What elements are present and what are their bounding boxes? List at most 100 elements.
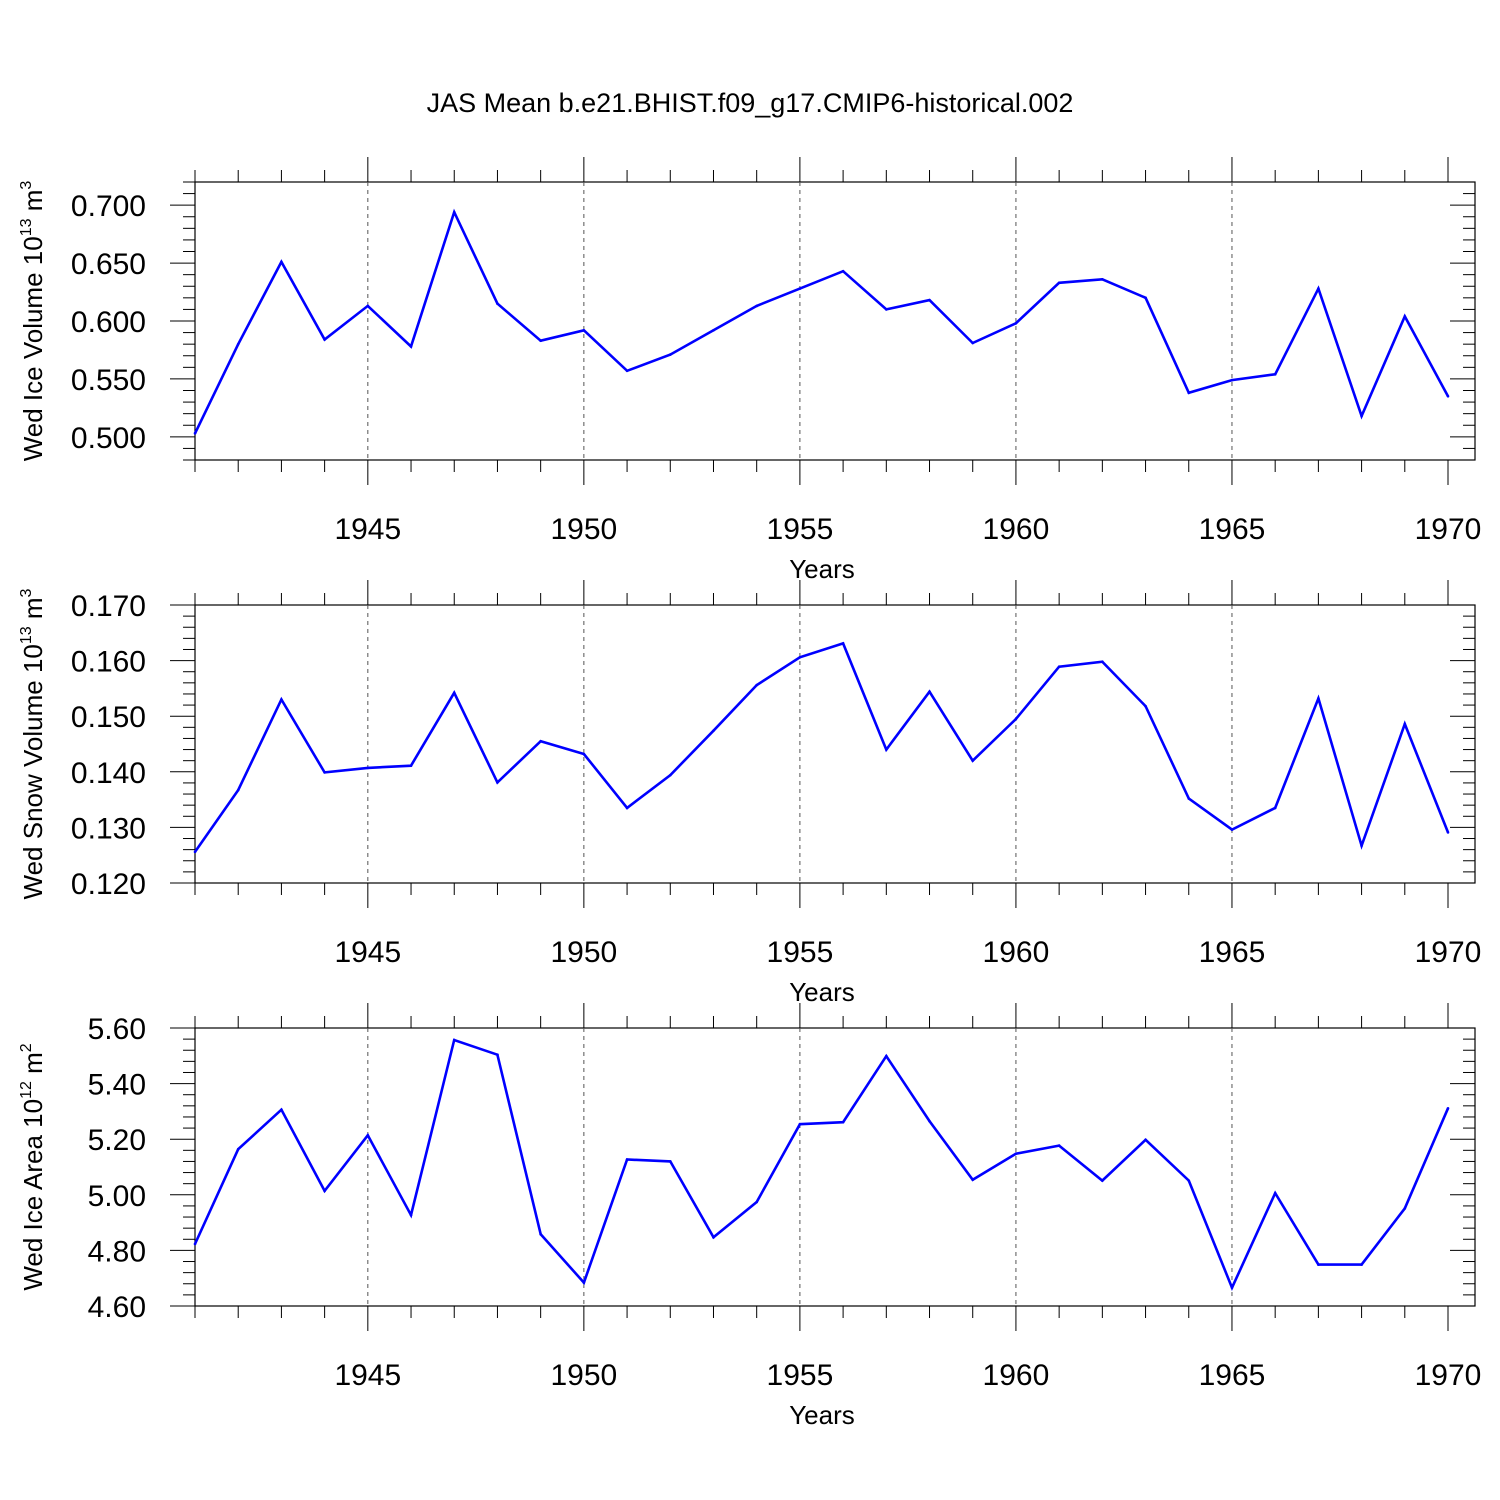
data-point	[755, 304, 758, 308]
data-point	[1360, 844, 1363, 848]
x-axis-label: Years	[789, 977, 855, 1007]
x-tick-label: 1970	[1415, 936, 1482, 969]
data-point	[1144, 296, 1147, 300]
data-point	[625, 369, 629, 373]
data-point	[582, 328, 586, 332]
data-point	[539, 1232, 542, 1236]
y-tick-label: 0.700	[71, 190, 146, 223]
y-tick-label: 0.550	[71, 364, 146, 397]
data-point	[971, 759, 975, 762]
data-point	[582, 1281, 586, 1284]
data-point	[1014, 322, 1018, 325]
data-point	[928, 690, 931, 694]
x-tick-label: 1950	[550, 936, 617, 969]
data-point	[452, 210, 456, 214]
data-point	[668, 1160, 672, 1163]
data-point	[193, 432, 197, 435]
data-point	[841, 642, 845, 645]
y-tick-label: 4.80	[88, 1235, 146, 1268]
data-point	[885, 308, 888, 311]
data-point	[1403, 1207, 1407, 1210]
y-label-main: Wed Snow Volume 10	[18, 644, 48, 899]
data-point	[236, 788, 240, 792]
y-label-unit: m	[18, 1052, 48, 1081]
y-axis-label: Wed Snow Volume 1013 m3	[18, 588, 48, 899]
data-point	[539, 739, 542, 743]
chart-title: JAS Mean b.e21.BHIST.f09_g17.CMIP6-histo…	[426, 88, 1074, 118]
data-point	[1014, 717, 1018, 721]
data-point	[625, 1158, 629, 1161]
y-tick-label: 0.140	[71, 757, 146, 790]
data-point	[1230, 828, 1234, 831]
data-point	[1187, 1179, 1191, 1182]
data-point	[1273, 1191, 1277, 1195]
data-point	[496, 781, 499, 784]
series-line	[193, 208, 1450, 434]
data-point	[409, 345, 413, 348]
data-point	[1057, 665, 1061, 669]
y-tick-label: 0.130	[71, 812, 146, 845]
data-point	[1187, 797, 1191, 800]
data-point	[452, 1038, 456, 1042]
data-point	[193, 1242, 197, 1246]
x-tick-label: 1960	[983, 936, 1050, 969]
y-label-unit-exponent: 3	[18, 181, 35, 190]
x-tick-label: 1955	[767, 936, 834, 969]
data-point	[1403, 315, 1407, 318]
x-axis-label: Years	[789, 1400, 855, 1430]
data-point	[1273, 372, 1277, 376]
data-point	[1144, 1138, 1147, 1142]
data-point	[1446, 1107, 1450, 1110]
y-tick-label: 4.60	[88, 1291, 146, 1324]
data-point	[1360, 414, 1363, 418]
data-point	[1403, 722, 1407, 726]
data-point	[1101, 1179, 1104, 1182]
x-tick-label: 1955	[767, 1359, 834, 1392]
plot-frame	[194, 181, 1476, 461]
data-point	[236, 342, 240, 346]
x-tick-label: 1950	[550, 1359, 617, 1392]
data-point	[452, 691, 456, 695]
y-label-exponent: 12	[18, 1081, 35, 1099]
x-tick-label: 1945	[334, 936, 401, 969]
data-point	[1187, 391, 1191, 395]
data-point	[1360, 1263, 1363, 1266]
data-point	[928, 1119, 931, 1123]
series-line	[193, 641, 1450, 853]
data-point	[625, 806, 629, 810]
data-point	[539, 339, 542, 342]
data-point	[885, 1054, 888, 1058]
panel-ice-volume: 0.500 0.550 0.600 0.650 0.700 1945 1950 1955 196…	[18, 157, 1481, 584]
data-point	[582, 752, 586, 756]
data-point	[496, 1053, 499, 1056]
data-point	[885, 748, 888, 751]
y-tick-label: 5.60	[88, 1013, 146, 1046]
data-point	[409, 1213, 413, 1217]
data-point	[668, 773, 672, 777]
data-point	[1446, 831, 1450, 834]
y-label-unit-exponent: 2	[18, 1043, 35, 1052]
plot-frame	[194, 1027, 1476, 1307]
data-point	[755, 683, 758, 687]
data-point	[841, 269, 845, 273]
x-tick-label: 1950	[550, 513, 617, 546]
data-point	[1317, 697, 1320, 700]
data-point	[323, 771, 326, 774]
data-point	[409, 764, 413, 767]
y-axis-label: Wed Ice Area 1012 m2	[18, 1043, 48, 1290]
panel-ice-area: 4.60 4.80 5.00 5.20 5.40 5.60 1945 1950 1955 1960…	[18, 1003, 1481, 1430]
x-tick-label: 1965	[1199, 513, 1266, 546]
data-point	[1273, 806, 1277, 810]
y-tick-label: 0.120	[71, 868, 146, 901]
data-point	[668, 353, 672, 356]
data-point	[366, 1134, 370, 1137]
x-tick-label: 1965	[1199, 1359, 1266, 1392]
data-point	[1144, 704, 1147, 708]
y-label-exponent: 13	[18, 218, 35, 236]
data-point	[323, 338, 326, 341]
series-line	[193, 1038, 1450, 1291]
x-axis-label: Years	[789, 554, 855, 584]
data-point	[1101, 660, 1104, 664]
x-tick-label: 1945	[334, 513, 401, 546]
y-label-unit-exponent: 3	[18, 588, 35, 597]
